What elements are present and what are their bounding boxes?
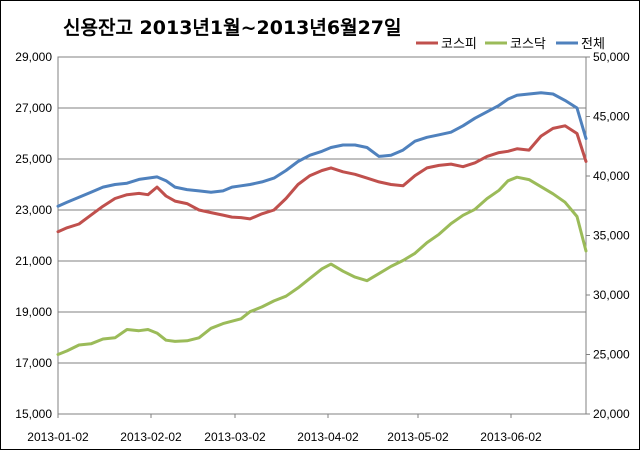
series-lines [56, 91, 588, 356]
legend-label: 전체 [581, 37, 605, 52]
x-tick-label: 2013-06-02 [480, 430, 542, 444]
y-left-tick-label: 21,000 [15, 254, 52, 268]
y-left-tick-label: 29,000 [15, 50, 52, 64]
gridlines [58, 56, 586, 415]
y-right-tick-label: 30,000 [593, 288, 630, 302]
x-tick-label: 2013-01-02 [27, 430, 89, 444]
y-right-tick-label: 25,000 [593, 348, 630, 362]
y-left-tick-label: 15,000 [15, 407, 52, 421]
y-right-tick-label: 50,000 [593, 50, 630, 64]
series-line [56, 124, 588, 234]
x-tick-label: 2013-04-02 [297, 430, 359, 444]
legend-label: 코스닥 [510, 37, 546, 52]
axes: 15,000 17,000 19,000 21,000 23,000 25,000 27,0… [15, 50, 630, 444]
x-tick-label: 2013-03-02 [204, 430, 266, 444]
legend-label: 코스피 [441, 37, 477, 52]
y-right-tick-label: 45,000 [593, 110, 630, 124]
series-line [56, 91, 588, 208]
chart-title: 신용잔고 2013년1월~2013년6월27일 [63, 17, 402, 39]
plot-area-border [57, 56, 587, 415]
series-line [56, 175, 588, 356]
x-tick-label: 2013-05-02 [387, 430, 449, 444]
y-left-tick-label: 25,000 [15, 152, 52, 166]
x-tick-label: 2013-02-02 [120, 430, 182, 444]
y-left-tick-label: 23,000 [15, 203, 52, 217]
y-left-tick-label: 27,000 [15, 101, 52, 115]
y-right-tick-label: 35,000 [593, 229, 630, 243]
y-right-tick-label: 20,000 [593, 407, 630, 421]
legend: 코스피 코스닥 전체 [416, 37, 605, 52]
y-right-tick-label: 40,000 [593, 169, 630, 183]
y-left-tick-label: 17,000 [15, 356, 52, 370]
y-left-tick-label: 19,000 [15, 305, 52, 319]
